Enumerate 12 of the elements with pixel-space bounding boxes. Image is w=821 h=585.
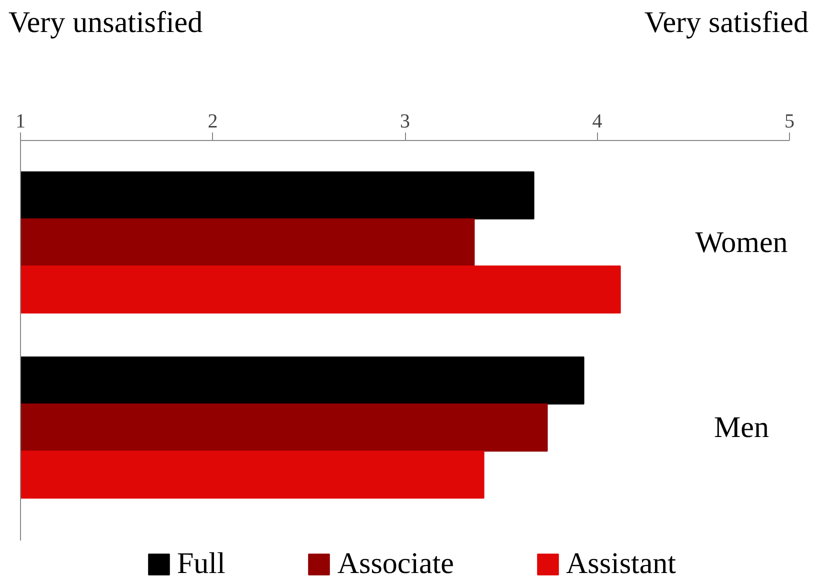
y-tick-label: Men [714, 411, 770, 444]
y-tick-label: Women [695, 226, 788, 259]
text: Very unsatisfied [8, 6, 203, 40]
x-tick-label: 4 [592, 110, 602, 133]
x-tick-label: 2 [208, 110, 218, 133]
legend-label: Full [176, 547, 226, 581]
x-tick-label: 1 [16, 110, 26, 133]
text: Very satisfied [644, 6, 809, 40]
x-tick-label: 3 [400, 110, 410, 133]
legend-label: Associate [337, 547, 454, 581]
x-tick-label: 5 [784, 110, 794, 133]
legend-label: Assistant [566, 547, 676, 581]
